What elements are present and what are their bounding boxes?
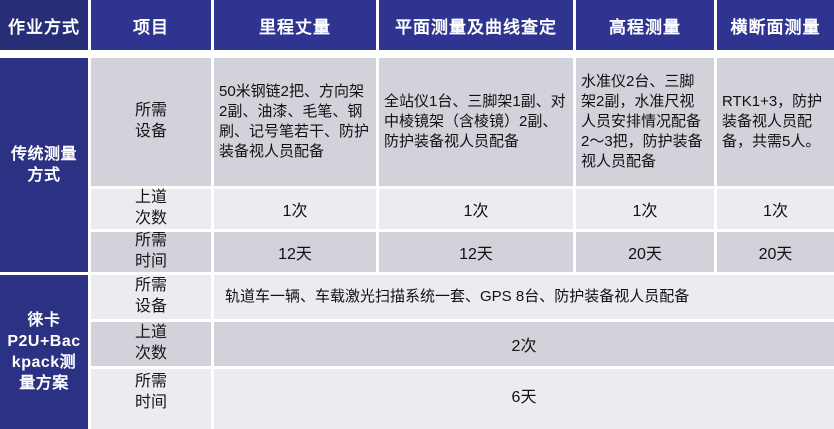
cell-entries-plane-survey: 1次 [379, 189, 573, 229]
table-header-row: 作业方式 项目 里程丈量 平面测量及曲线查定 高程测量 横断面测量 [0, 0, 834, 50]
cell-equipment-cross-section: RTK1+3，防护装备视人员配备，共需5人。 [717, 58, 834, 186]
cell-time-elevation: 20天 [576, 232, 714, 272]
cell-merged-time: 6天 [214, 369, 834, 429]
cell-merged-equipment: 轨道车一辆、车载激光扫描系统一套、GPS 8台、防护装备视人员配备 [214, 275, 834, 319]
column-header-work-method: 作业方式 [0, 0, 88, 50]
column-header-mileage-measurement: 里程丈量 [214, 0, 376, 50]
section-label-traditional-method: 传统测量 方式 [0, 58, 88, 272]
cell-entries-elevation: 1次 [576, 189, 714, 229]
table-body: 传统测量 方式 所需 设备 50米钢链2把、方向架2副、油漆、毛笔、钢刷、记号笔… [0, 58, 834, 429]
column-header-plane-survey-curve: 平面测量及曲线查定 [379, 0, 573, 50]
row-label-equipment: 所需 设备 [91, 58, 211, 186]
cell-entries-cross-section: 1次 [717, 189, 834, 229]
column-header-cross-section-survey: 横断面测量 [717, 0, 834, 50]
cell-time-cross-section: 20天 [717, 232, 834, 272]
cell-equipment-plane-survey: 全站仪1台、三脚架1副、对中棱镜架（含棱镜）2副、防护装备视人员配备 [379, 58, 573, 186]
row-label-required-time: 所需 时间 [91, 369, 211, 429]
row-label-track-entries: 上道 次数 [91, 189, 211, 229]
cell-time-mileage: 12天 [214, 232, 376, 272]
row-label-track-entries: 上道 次数 [91, 322, 211, 366]
cell-equipment-elevation: 水准仪2台、三脚架2副，水准尺视人员安排情况配备2～3把，防护装备视人员配备 [576, 58, 714, 186]
row-label-required-time: 所需 时间 [91, 232, 211, 272]
row-label-equipment: 所需 设备 [91, 275, 211, 319]
column-header-item: 项目 [91, 0, 211, 50]
column-header-elevation-survey: 高程测量 [576, 0, 714, 50]
cell-merged-entries: 2次 [214, 322, 834, 366]
cell-entries-mileage: 1次 [214, 189, 376, 229]
cell-time-plane-survey: 12天 [379, 232, 573, 272]
section-label-leica-p2u-backpack: 徕卡 P2U+Bac kpack测 量方案 [0, 275, 88, 429]
cell-equipment-mileage: 50米钢链2把、方向架2副、油漆、毛笔、钢刷、记号笔若干、防护装备视人员配备 [214, 58, 376, 186]
